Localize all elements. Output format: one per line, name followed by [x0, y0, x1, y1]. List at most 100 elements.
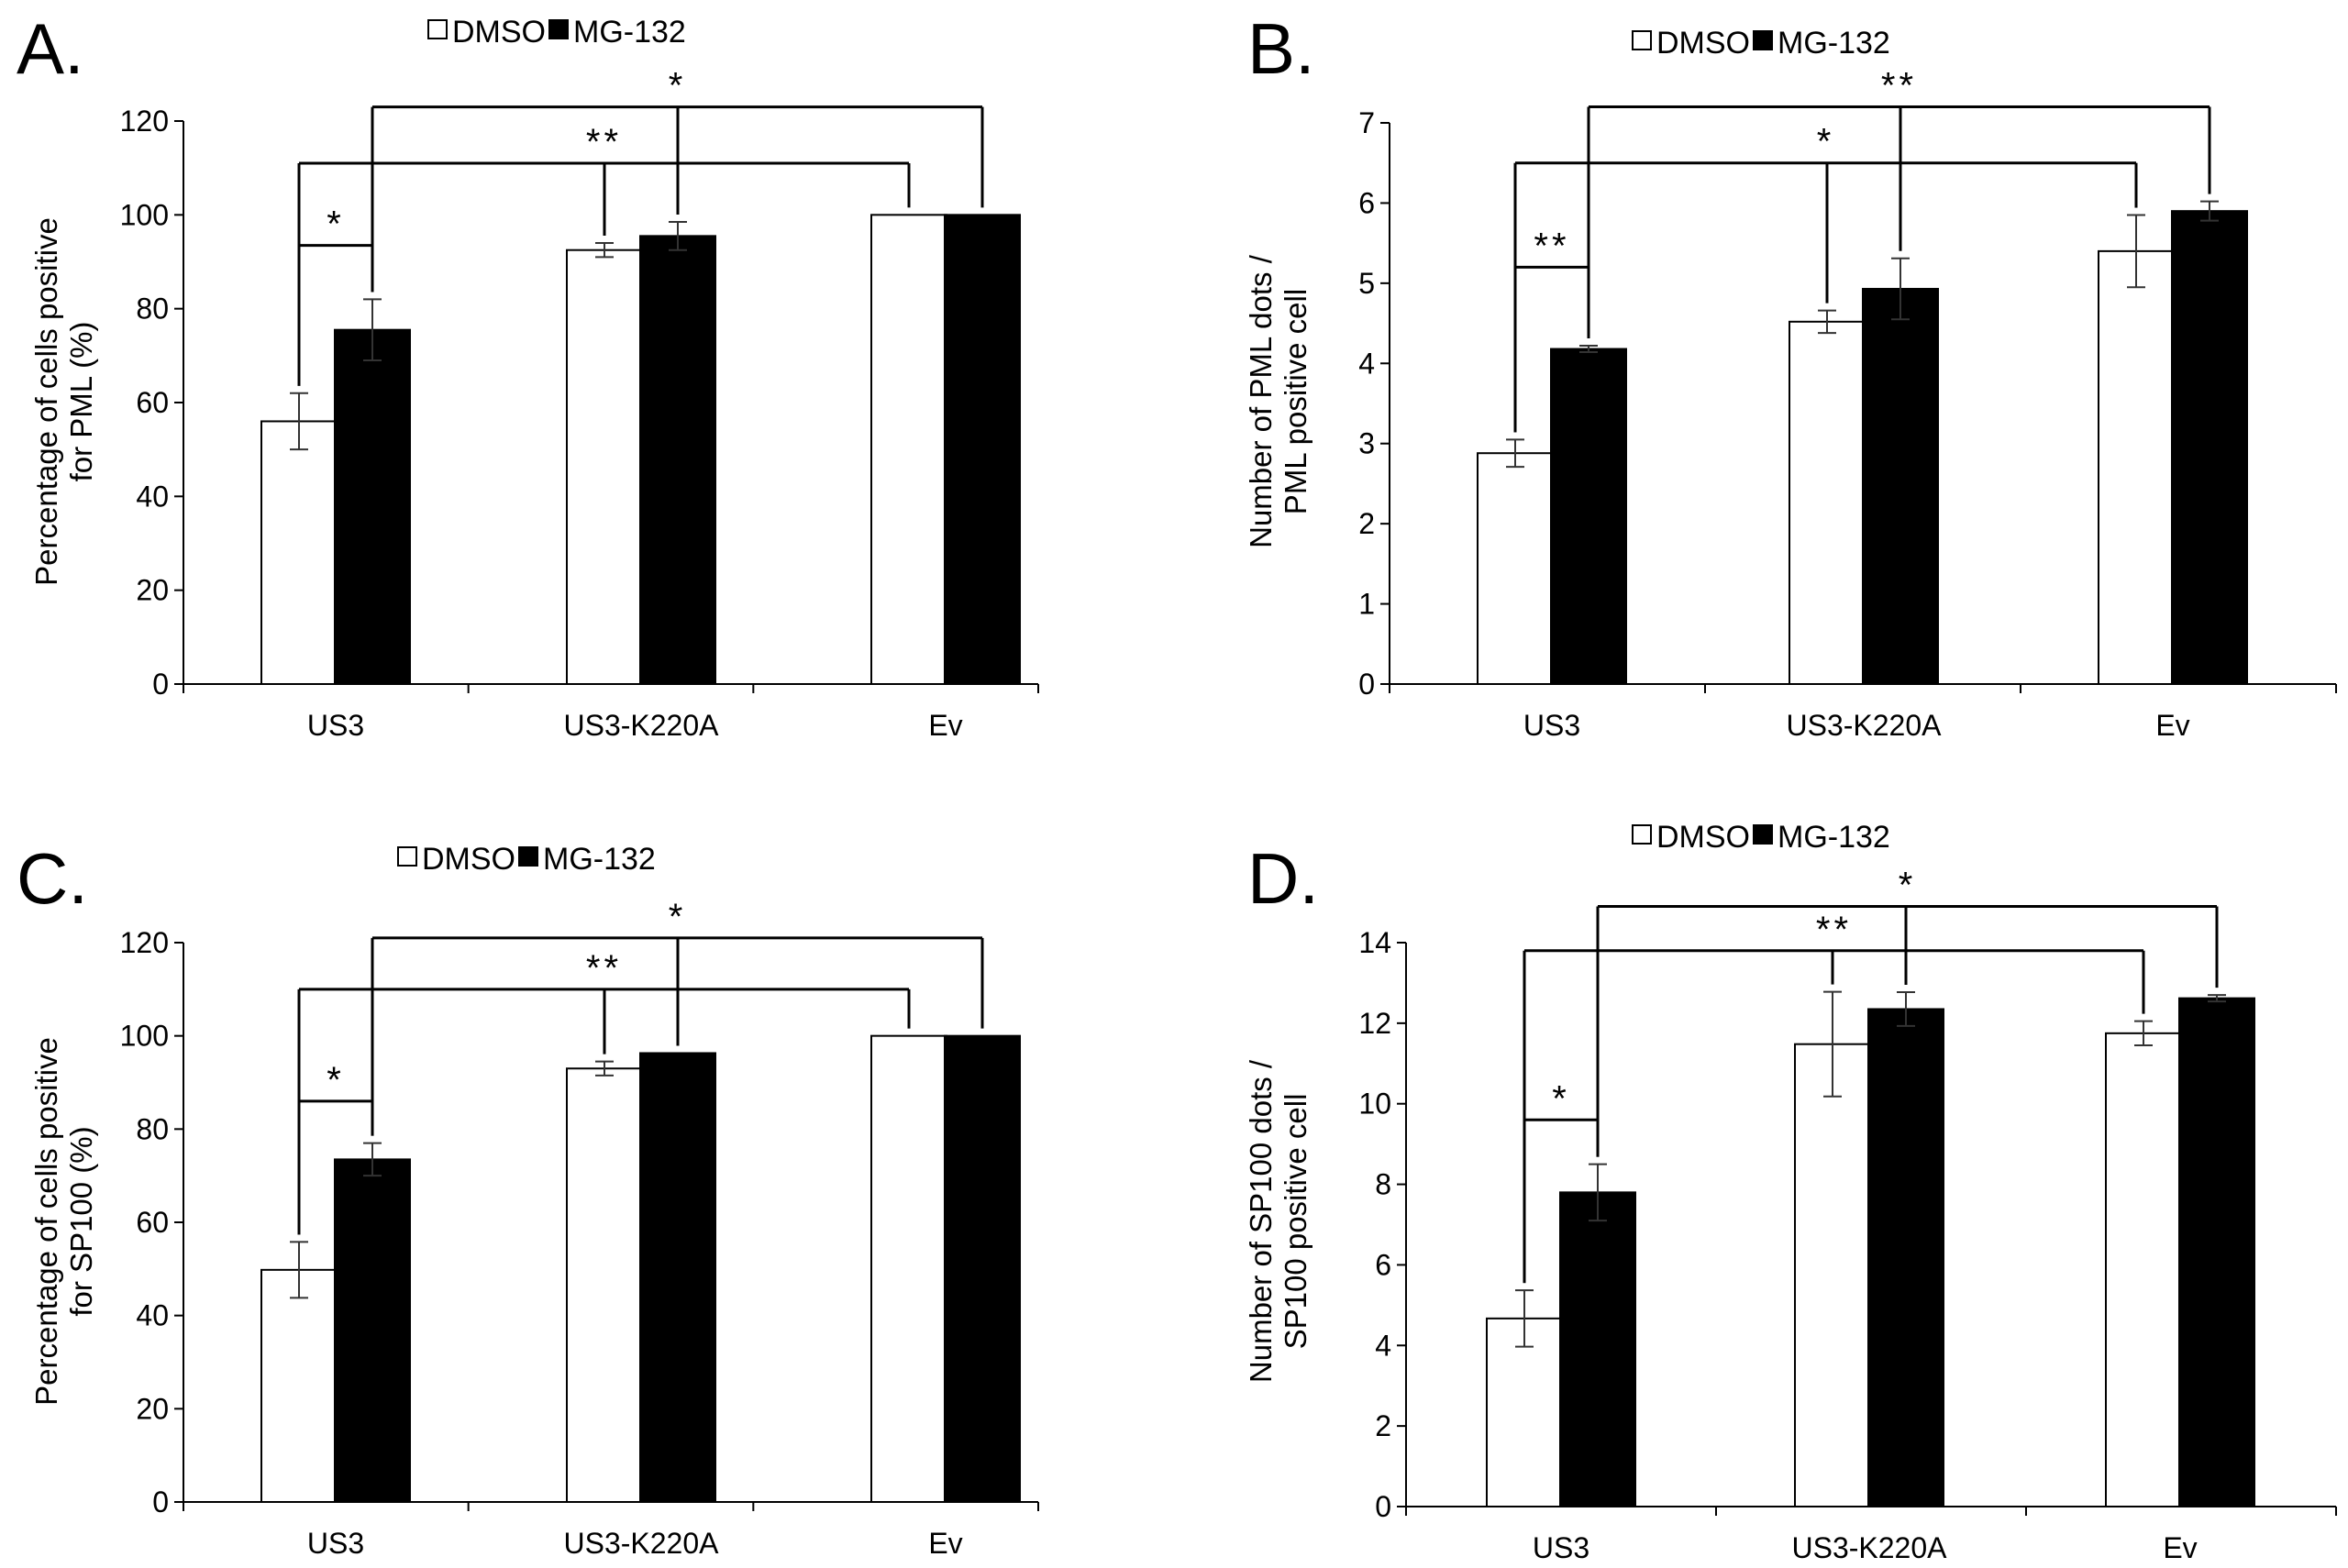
x-tick-label: US3-K220A [564, 709, 720, 742]
bar-mg132-us3-k220a [1867, 1008, 1944, 1508]
x-tick-label: Ev [2155, 709, 2189, 742]
y-axis-label: Number of PML dots / [1244, 254, 1278, 548]
legend-swatch-dmso [1632, 824, 1652, 845]
significance-label: * [669, 897, 687, 937]
significance-bracket: * [371, 897, 984, 1136]
y-tick-label: 5 [1358, 267, 1375, 300]
y-tick-label: 60 [136, 1206, 169, 1239]
x-tick-label: US3-K220A [1792, 1531, 1948, 1564]
panel-label: D. [1247, 838, 1319, 919]
x-tick-label: Ev [928, 1527, 962, 1560]
x-tick-label: Ev [2163, 1531, 2197, 1564]
bar-dmso-us3-k220a [566, 1067, 643, 1503]
y-tick-label: 100 [120, 1020, 169, 1053]
bar-mg132-ev [2171, 210, 2248, 685]
y-tick-label: 120 [120, 105, 169, 138]
bar-dmso-ev [870, 214, 947, 685]
y-tick-label: 4 [1358, 347, 1375, 380]
legend-swatch-mg132 [1753, 824, 1773, 845]
y-tick-label: 0 [1358, 668, 1375, 701]
y-tick-label: 40 [136, 480, 169, 513]
y-tick-label: 4 [1375, 1329, 1391, 1362]
bar-mg132-ev [2178, 997, 2255, 1508]
significance-label: * [327, 1060, 345, 1100]
y-tick-label: 120 [120, 926, 169, 959]
y-tick-label: 14 [1358, 926, 1391, 959]
chart-panel-c: C. DMSO MG-132 Percentage of cells positive… [17, 838, 1039, 1560]
legend-swatch-mg132 [1753, 30, 1773, 50]
legend-swatch-dmso [397, 846, 417, 867]
bar-mg132-us3-k220a [1862, 287, 1939, 685]
y-tick-label: 40 [136, 1299, 169, 1332]
legend-label: DMSO [452, 15, 546, 50]
y-tick-label: 60 [136, 386, 169, 419]
panel-label: C. [17, 838, 88, 919]
x-tick-label: US3 [307, 1527, 364, 1560]
x-tick-label: US3 [307, 709, 364, 742]
bar-mg132-us3 [334, 1158, 411, 1503]
y-tick-label: 8 [1375, 1168, 1391, 1201]
y-tick-label: 0 [152, 1485, 169, 1518]
y-tick-label: 0 [152, 668, 169, 701]
legend-label: MG-132 [1778, 26, 1890, 61]
x-tick-label: US3-K220A [1787, 709, 1943, 742]
y-tick-label: 1 [1358, 588, 1375, 621]
y-axis-label: for PML (%) [64, 322, 98, 482]
y-axis-label: Number of SP100 dots / [1244, 1059, 1278, 1383]
bar-mg132-ev [944, 1034, 1021, 1503]
chart-panel-a: A. DMSO MG-132 Percentage of cells positive… [17, 8, 1039, 742]
y-tick-label: 6 [1375, 1248, 1391, 1281]
legend-swatch-dmso [1632, 30, 1652, 50]
legend-swatch-dmso [427, 19, 448, 39]
significance-label: * [669, 66, 687, 106]
panel-label: A. [17, 8, 84, 89]
significance-label: ** [1881, 66, 1917, 106]
legend-label: DMSO [1656, 820, 1750, 855]
legend: DMSO MG-132 [397, 842, 656, 877]
legend-label: DMSO [422, 842, 515, 877]
y-tick-label: 12 [1358, 1007, 1391, 1040]
y-tick-label: 7 [1358, 106, 1375, 139]
bar-dmso-us3-k220a [1794, 1043, 1871, 1507]
x-tick-label: US3 [1533, 1531, 1589, 1564]
y-axis-label: PML positive cell [1279, 289, 1312, 514]
bar-mg132-us3-k220a [639, 1052, 716, 1503]
significance-bracket: * [1596, 865, 2219, 1157]
chart-panel-d: D. DMSO MG-132 Number of SP100 dots / SP100 … [1244, 820, 2337, 1564]
panel-label: B. [1247, 8, 1315, 89]
significance-label: ** [1534, 226, 1569, 266]
bar-dmso-us3 [1486, 1317, 1563, 1507]
significance-label: * [1899, 865, 1917, 905]
y-axis-label: SP100 positive cell [1279, 1094, 1312, 1350]
y-tick-label: 80 [136, 1112, 169, 1145]
bar-dmso-ev [2105, 1032, 2182, 1507]
y-tick-label: 80 [136, 293, 169, 326]
bar-dmso-us3 [260, 420, 338, 685]
y-tick-label: 2 [1375, 1409, 1391, 1442]
chart-panel-b: B. DMSO MG-132 Number of PML dots / PML posi… [1244, 8, 2337, 742]
legend: DMSO MG-132 [1632, 26, 1890, 61]
x-tick-label: US3-K220A [564, 1527, 720, 1560]
legend-label: MG-132 [1778, 820, 1890, 855]
significance-label: * [1552, 1078, 1570, 1119]
bar-mg132-ev [944, 214, 1021, 685]
legend-swatch-mg132 [518, 846, 538, 867]
y-tick-label: 0 [1375, 1490, 1391, 1523]
legend-label: MG-132 [573, 15, 686, 50]
significance-label: ** [586, 122, 622, 162]
significance-bracket: ** [297, 948, 911, 1235]
bar-dmso-us3-k220a [1789, 320, 1866, 685]
y-axis-label: Percentage of cells positive [29, 1037, 63, 1406]
significance-bracket: ** [297, 122, 911, 386]
legend: DMSO MG-132 [427, 15, 686, 50]
bar-mg132-us3-k220a [639, 235, 716, 685]
legend-label: MG-132 [543, 842, 656, 877]
x-tick-label: US3 [1523, 709, 1580, 742]
legend: DMSO MG-132 [1632, 820, 1890, 855]
significance-bracket: * [1513, 122, 2138, 433]
bar-mg132-us3 [1550, 348, 1627, 685]
legend-swatch-mg132 [548, 19, 569, 39]
legend-label: DMSO [1656, 26, 1750, 61]
significance-label: * [1817, 122, 1835, 162]
